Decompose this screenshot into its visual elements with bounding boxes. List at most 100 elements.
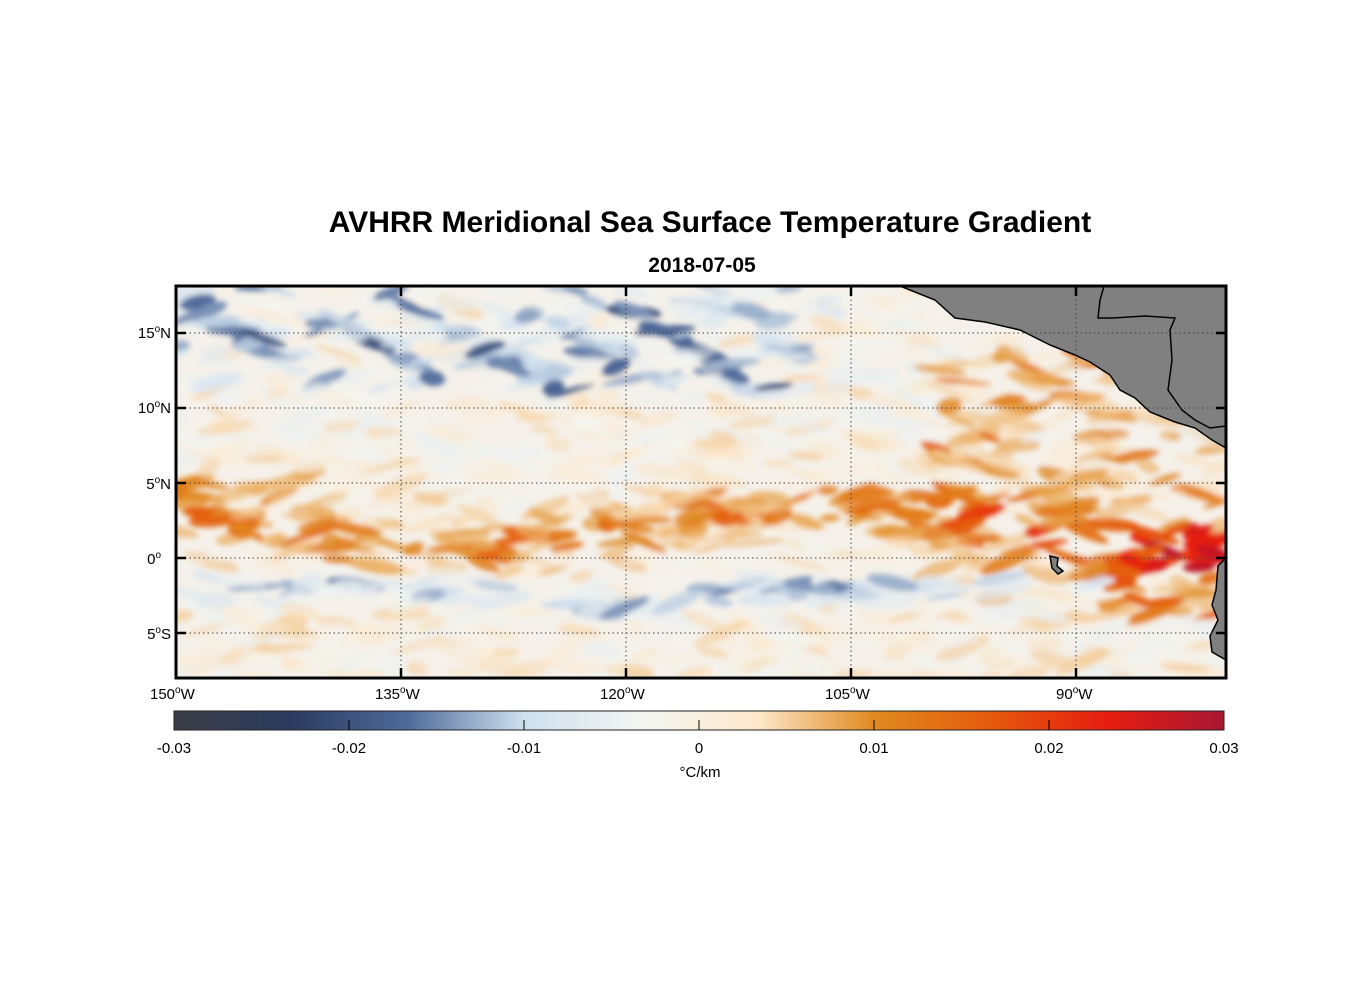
gradient-cell	[655, 490, 705, 508]
gradient-cell	[524, 324, 544, 336]
gradient-cell	[309, 434, 333, 448]
gradient-cell	[284, 524, 343, 544]
gradient-cell	[979, 533, 1031, 553]
gradient-cell	[321, 479, 355, 496]
gradient-cell	[601, 420, 636, 439]
gradient-cell	[950, 548, 974, 565]
gradient-cell	[780, 374, 821, 382]
gradient-cell	[1123, 592, 1155, 608]
gradient-cell	[1100, 647, 1152, 662]
gradient-cell	[1108, 433, 1172, 446]
gradient-cell	[316, 566, 375, 577]
gradient-cell	[423, 603, 447, 614]
gradient-cell	[346, 668, 387, 678]
gradient-cell	[770, 548, 805, 556]
gradient-cell	[859, 540, 910, 562]
gradient-cell	[677, 459, 708, 475]
gradient-cell	[723, 430, 760, 446]
gradient-cell	[854, 455, 875, 472]
y-label-5n: 5oN	[146, 475, 171, 494]
gradient-cell	[567, 325, 630, 345]
gradient-cell	[263, 373, 294, 384]
gradient-cell	[415, 660, 445, 671]
gradient-cell	[838, 286, 894, 297]
gradient-cell	[711, 529, 764, 540]
gradient-cell	[913, 597, 964, 616]
gradient-cell	[757, 614, 802, 630]
gradient-cell	[682, 527, 726, 546]
gradient-cell	[1171, 669, 1226, 678]
y-label-0: 0o	[147, 550, 161, 569]
x-label-90w: 90oW	[1056, 685, 1093, 704]
gradient-cell	[614, 286, 651, 300]
gradient-cell	[327, 379, 381, 407]
gradient-cell	[518, 446, 545, 458]
gradient-cell	[902, 651, 956, 672]
gradient-cell	[335, 580, 380, 599]
gradient-cell	[1189, 524, 1214, 538]
gradient-cell	[661, 449, 690, 461]
gradient-cell	[799, 595, 830, 610]
y-label-5s: 5oS	[147, 625, 171, 644]
gradient-cell	[413, 433, 465, 460]
gradient-cell	[415, 616, 446, 632]
y-label-10n: 10oN	[137, 399, 171, 418]
gradient-cell	[460, 411, 500, 425]
gradient-cell	[817, 604, 838, 613]
gradient-cell	[189, 372, 244, 393]
gradient-cell	[253, 286, 297, 297]
gradient-cell	[605, 662, 654, 678]
gradient-cell	[1195, 544, 1226, 568]
gradient-cell	[197, 344, 230, 363]
frame-ticks	[176, 286, 1226, 678]
gradient-cell	[845, 498, 901, 515]
gradient-cell	[1123, 524, 1180, 545]
gradient-cell	[596, 536, 651, 547]
gradient-cell	[430, 324, 486, 338]
gradient-cell	[1076, 380, 1113, 395]
gradient-cell	[674, 509, 699, 524]
gradient-cell	[811, 622, 843, 638]
gradient-cell	[944, 518, 986, 538]
gradient-cell	[706, 374, 740, 392]
gradient-cell	[583, 580, 618, 597]
gradient-cell	[631, 648, 660, 659]
gradient-cell	[1175, 453, 1213, 467]
gradient-cell	[569, 406, 594, 423]
gradient-cell	[897, 629, 930, 642]
gradient-cell	[322, 420, 358, 433]
gradient-cell	[439, 486, 495, 512]
gradient-cell	[213, 572, 266, 589]
x-label-135w: 135oW	[375, 685, 420, 704]
gradient-cell	[371, 315, 430, 329]
gradient-cell	[390, 595, 431, 615]
gradient-cell	[444, 592, 478, 605]
gradient-cell	[386, 523, 417, 533]
gradient-cell	[897, 327, 919, 340]
gradient-cell	[540, 600, 591, 609]
gradient-cell	[611, 469, 633, 481]
gradient-cell	[1159, 663, 1210, 672]
gradient-cell	[623, 619, 644, 635]
gradient-cell	[176, 481, 189, 500]
gradient-cell	[337, 622, 383, 645]
gradient-cell	[1071, 585, 1109, 601]
gradient-cell	[336, 367, 375, 386]
gradient-cell	[950, 652, 1009, 668]
gradient-cell	[1114, 472, 1139, 484]
gradient-cell	[811, 570, 832, 585]
gradient-cell	[939, 359, 972, 370]
gradient-cell	[723, 580, 773, 592]
gradient-cell	[465, 470, 507, 490]
gradient-cell	[482, 336, 542, 358]
gradient-cell	[1057, 519, 1109, 544]
gradient-cell	[347, 653, 391, 672]
gradient-cell	[614, 600, 674, 617]
gradient-cell	[277, 448, 334, 461]
gradient-cell	[580, 633, 611, 643]
gradient-cell	[722, 400, 755, 419]
gradient-cell	[741, 645, 784, 663]
gradient-cell	[266, 384, 290, 400]
gradient-cell	[908, 525, 955, 542]
